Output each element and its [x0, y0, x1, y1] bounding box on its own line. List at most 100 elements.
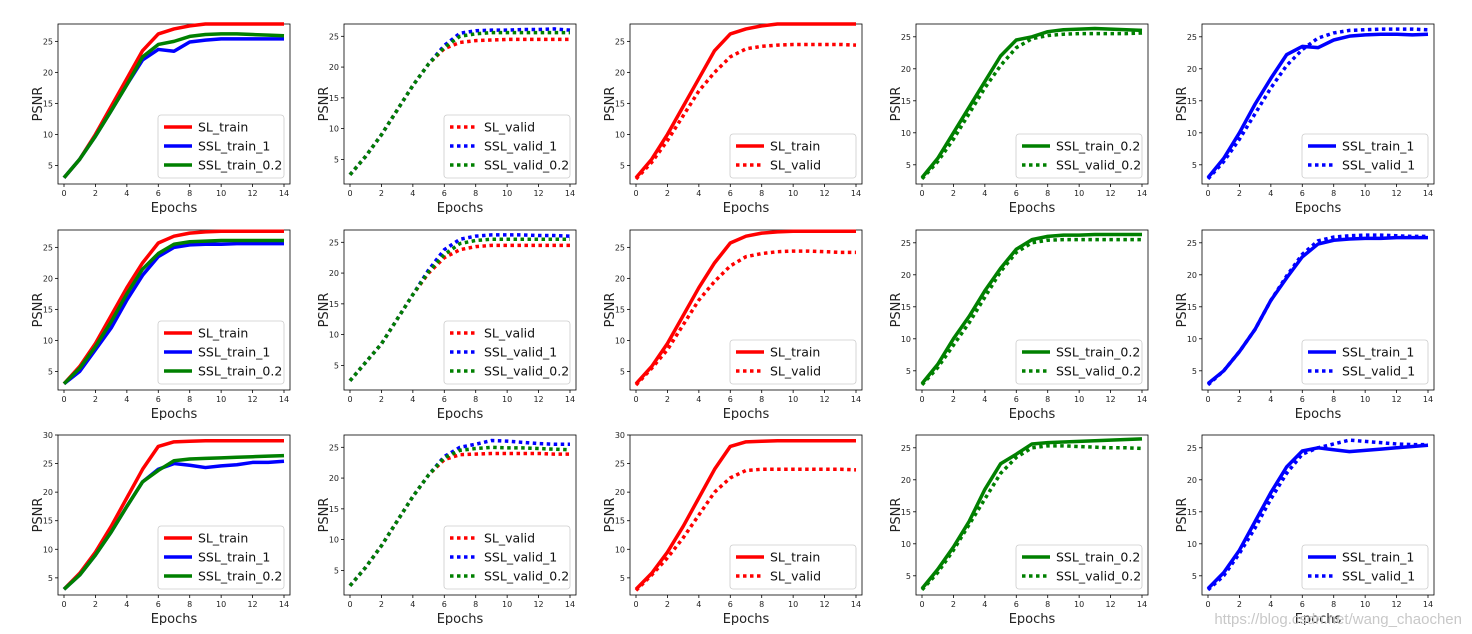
x-tick-label: 6	[156, 600, 161, 609]
y-tick-label: 25	[1187, 33, 1197, 42]
y-tick-label: 25	[43, 460, 53, 469]
x-tick-label: 6	[156, 395, 161, 404]
x-tick-label: 10	[216, 189, 226, 198]
y-tick-label: 20	[615, 488, 625, 497]
legend-label: SL_valid	[770, 569, 821, 584]
y-tick-label: 15	[615, 99, 625, 108]
x-tick-label: 12	[247, 189, 257, 198]
series-line-SSL_train_0.2	[920, 232, 1142, 385]
series-line-SSL_valid_1	[1206, 27, 1429, 181]
x-tick-label: 10	[1074, 189, 1084, 198]
x-tick-label: 8	[473, 395, 478, 404]
x-tick-label: 2	[93, 600, 98, 609]
x-axis-label: Epochs	[151, 407, 198, 420]
x-tick-label: 4	[410, 395, 415, 404]
legend: SL_train SL_valid	[729, 544, 857, 590]
x-tick-label: 0	[1205, 600, 1210, 609]
x-tick-label: 14	[851, 600, 861, 609]
chart-panel-7: 0 2 4 6 8 10 12 14 5 10 15 20 25 Epochs PSNR SL_valid SS…	[296, 220, 581, 420]
legend-label: SSL_valid_1	[484, 550, 557, 565]
y-axis-label: PSNR	[889, 498, 904, 533]
y-tick-label: 25	[901, 33, 911, 42]
legend-label: SSL_train_0.2	[198, 364, 282, 379]
x-tick-label: 14	[279, 189, 289, 198]
legend-label: SSL_valid_0.2	[1056, 158, 1141, 173]
x-tick-label: 2	[665, 395, 670, 404]
y-tick-label: 5	[1192, 572, 1197, 581]
y-tick-label: 15	[615, 517, 625, 526]
x-tick-label: 4	[696, 189, 701, 198]
chart-svg: 0 2 4 6 8 10 12 14 5 10 15 20 25 Epochs PSNR SL_valid SS…	[317, 434, 577, 625]
legend-label: SSL_valid_1	[1342, 364, 1415, 379]
x-tick-label: 4	[124, 395, 129, 404]
x-tick-label: 6	[728, 395, 733, 404]
y-tick-label: 5	[334, 361, 339, 370]
x-tick-label: 2	[379, 600, 384, 609]
watermark: https://blog.csdn.net/wang_chaochen	[1214, 611, 1462, 628]
series-line-SL_train	[634, 229, 856, 385]
x-tick-label: 8	[1045, 189, 1050, 198]
legend-label: SSL_train_1	[1342, 345, 1414, 360]
x-tick-label: 10	[788, 395, 798, 404]
x-axis-label: Epochs	[723, 407, 770, 420]
x-tick-label: 6	[1300, 395, 1305, 404]
x-axis-label: Epochs	[437, 612, 484, 625]
y-axis-label: PSNR	[1175, 87, 1190, 122]
x-tick-label: 10	[1360, 395, 1370, 404]
series-line-SSL_valid_0.2	[920, 444, 1143, 592]
series-line-SL_valid	[634, 42, 857, 181]
y-axis-label: PSNR	[603, 498, 618, 533]
chart-panel-5: 0 2 4 6 8 10 12 14 5 10 15 20 25 Epochs PSNR SSL_train_…	[1154, 14, 1439, 214]
series-line-SL_valid	[634, 249, 856, 387]
y-tick-label: 5	[334, 566, 339, 575]
chart-svg: 0 2 4 6 8 10 12 14 5 10 15 20 25 Epochs PSNR SL_train SS…	[31, 229, 291, 420]
y-axis-label: PSNR	[31, 293, 46, 328]
series-line-SSL_valid_1	[1206, 233, 1428, 387]
y-tick-label: 20	[1187, 271, 1197, 280]
x-tick-label: 6	[156, 189, 161, 198]
x-tick-label: 0	[61, 395, 66, 404]
x-tick-label: 2	[93, 395, 98, 404]
y-tick-label: 25	[901, 444, 911, 453]
x-tick-label: 0	[633, 600, 638, 609]
x-tick-label: 2	[1237, 189, 1242, 198]
chart-svg: 0 2 4 6 8 10 12 14 5 10 15 20 25 Epochs PSNR SSL_train_…	[1175, 434, 1435, 625]
y-tick-label: 5	[1192, 367, 1197, 376]
y-tick-label: 20	[329, 474, 339, 483]
y-tick-label: 10	[901, 335, 911, 344]
x-tick-label: 2	[951, 395, 956, 404]
x-tick-label: 6	[442, 600, 447, 609]
y-tick-label: 25	[43, 243, 53, 252]
chart-panel-8: 0 2 4 6 8 10 12 14 5 10 15 20 25 Epochs PSNR SL_train SL…	[582, 220, 867, 420]
x-tick-label: 8	[1331, 395, 1336, 404]
x-tick-label: 2	[1237, 395, 1242, 404]
y-tick-label: 10	[615, 130, 625, 139]
legend-label: SSL_train_0.2	[1056, 345, 1140, 360]
chart-svg: 0 2 4 6 8 10 12 14 5 10 15 20 25 Epochs PSNR SSL_train_…	[1175, 229, 1435, 420]
x-tick-label: 2	[379, 395, 384, 404]
x-tick-label: 12	[819, 395, 829, 404]
x-tick-label: 10	[1074, 600, 1084, 609]
chart-panel-13: 0 2 4 6 8 10 12 14 5 10 15 20 25 30 Epochs PSNR SL_train…	[582, 425, 867, 625]
legend: SSL_train_0.2 SSL_valid_0.2	[1015, 339, 1143, 385]
x-tick-label: 12	[819, 600, 829, 609]
x-tick-label: 10	[1360, 189, 1370, 198]
y-tick-label: 15	[1187, 97, 1197, 106]
y-tick-label: 10	[1187, 335, 1197, 344]
x-tick-label: 6	[1300, 600, 1305, 609]
y-axis-label: PSNR	[603, 293, 618, 328]
x-axis-label: Epochs	[1009, 201, 1056, 214]
legend-label: SSL_valid_0.2	[484, 364, 569, 379]
chart-panel-12: 0 2 4 6 8 10 12 14 5 10 15 20 25 Epochs PSNR SL_valid SS…	[296, 425, 581, 625]
legend-label: SSL_valid_1	[1342, 158, 1415, 173]
x-axis-label: Epochs	[1009, 612, 1056, 625]
x-tick-label: 6	[1014, 395, 1019, 404]
legend-label: SSL_valid_1	[484, 345, 557, 360]
series-line-SSL_train_0.2	[920, 26, 1143, 179]
y-tick-label: 20	[43, 488, 53, 497]
x-tick-label: 12	[1391, 600, 1401, 609]
series-line-SSL_train_1	[1206, 32, 1429, 179]
x-tick-label: 12	[533, 600, 543, 609]
x-tick-label: 14	[565, 600, 575, 609]
legend: SSL_train_0.2 SSL_valid_0.2	[1015, 544, 1143, 590]
